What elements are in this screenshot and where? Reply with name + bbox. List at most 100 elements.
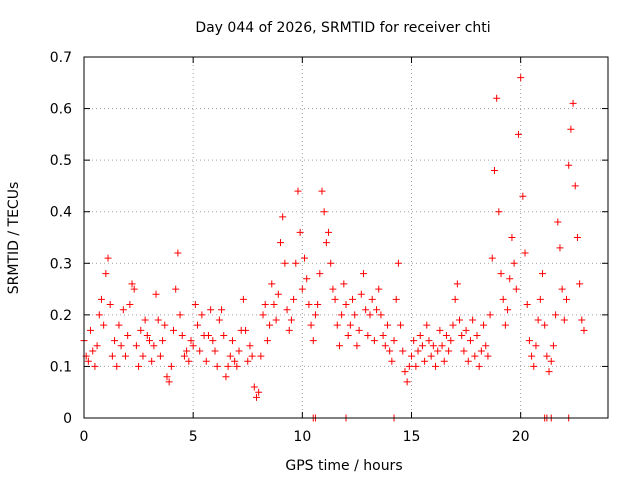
data-point <box>248 352 256 360</box>
y-tick-label: 0.2 <box>50 308 72 324</box>
data-point <box>322 239 330 247</box>
data-point <box>434 347 442 355</box>
data-point <box>357 290 365 298</box>
data-point <box>97 295 105 303</box>
data-point <box>456 316 464 324</box>
data-point <box>364 331 372 339</box>
data-point <box>222 373 230 381</box>
data-point <box>128 280 136 288</box>
data-point <box>340 280 348 288</box>
data-point <box>482 342 490 350</box>
data-point <box>325 228 333 236</box>
data-point <box>100 321 108 329</box>
data-point <box>250 383 258 391</box>
data-point <box>183 347 191 355</box>
data-point <box>401 368 409 376</box>
data-point <box>390 337 398 345</box>
data-point <box>427 352 435 360</box>
data-point <box>423 321 431 329</box>
data-point <box>246 342 254 350</box>
data-point <box>285 326 293 334</box>
data-point <box>377 311 385 319</box>
x-tick-label: 20 <box>512 429 530 445</box>
data-point <box>126 301 134 309</box>
data-point <box>257 352 265 360</box>
data-point <box>139 352 147 360</box>
data-point <box>309 337 317 345</box>
data-point <box>480 321 488 329</box>
data-point <box>466 337 474 345</box>
data-point <box>501 321 509 329</box>
grid-lines <box>84 57 608 418</box>
data-point <box>366 311 374 319</box>
y-tick-label: 0.6 <box>50 102 72 118</box>
data-point <box>416 331 424 339</box>
data-point <box>556 244 564 252</box>
data-point <box>425 337 433 345</box>
data-point <box>576 280 584 288</box>
data-point <box>252 393 260 401</box>
data-point <box>161 321 169 329</box>
data-point <box>375 285 383 293</box>
data-point <box>359 270 367 278</box>
y-tick-label: 0.1 <box>50 359 72 375</box>
data-point <box>379 331 387 339</box>
data-point <box>543 352 551 360</box>
data-point <box>318 187 326 195</box>
data-point <box>414 347 422 355</box>
data-point <box>412 362 420 370</box>
data-point <box>541 321 549 329</box>
data-point <box>362 306 370 314</box>
data-point <box>488 254 496 262</box>
y-axis-label: SRMTID / TECUs <box>6 182 22 295</box>
data-point <box>342 301 350 309</box>
y-tick-label: 0 <box>63 411 72 427</box>
data-point <box>156 352 164 360</box>
data-point <box>108 352 116 360</box>
data-point <box>95 311 103 319</box>
data-point <box>329 285 337 293</box>
data-point <box>320 208 328 216</box>
data-point <box>305 301 313 309</box>
data-point <box>294 187 302 195</box>
data-point <box>499 295 507 303</box>
data-point <box>87 326 95 334</box>
y-tick-label: 0.4 <box>50 205 72 221</box>
data-point <box>150 342 158 350</box>
data-point <box>303 275 311 283</box>
data-point <box>268 280 276 288</box>
data-point <box>235 347 243 355</box>
data-point <box>534 316 542 324</box>
data-point <box>344 331 352 339</box>
data-point <box>473 331 481 339</box>
y-tick-label: 0.3 <box>50 256 72 272</box>
data-point <box>394 259 402 267</box>
data-point <box>163 373 171 381</box>
data-point <box>167 362 175 370</box>
data-point <box>194 321 202 329</box>
data-point <box>545 368 553 376</box>
data-point <box>115 321 123 329</box>
data-point <box>475 362 483 370</box>
data-point <box>514 130 522 138</box>
data-point <box>512 285 520 293</box>
data-point <box>580 326 588 334</box>
data-point <box>453 280 461 288</box>
data-point <box>130 285 138 293</box>
data-point <box>132 342 140 350</box>
data-point <box>233 362 241 370</box>
x-tick-label: 0 <box>80 429 89 445</box>
data-point <box>301 254 309 262</box>
data-point <box>124 331 132 339</box>
data-point <box>560 316 568 324</box>
x-tick-label: 15 <box>403 429 421 445</box>
data-point <box>530 362 538 370</box>
data-point <box>571 182 579 190</box>
data-point <box>316 270 324 278</box>
data-point <box>558 285 566 293</box>
data-point <box>218 306 226 314</box>
data-point <box>204 331 212 339</box>
data-point <box>137 326 145 334</box>
data-point <box>539 270 546 278</box>
data-point <box>117 342 125 350</box>
